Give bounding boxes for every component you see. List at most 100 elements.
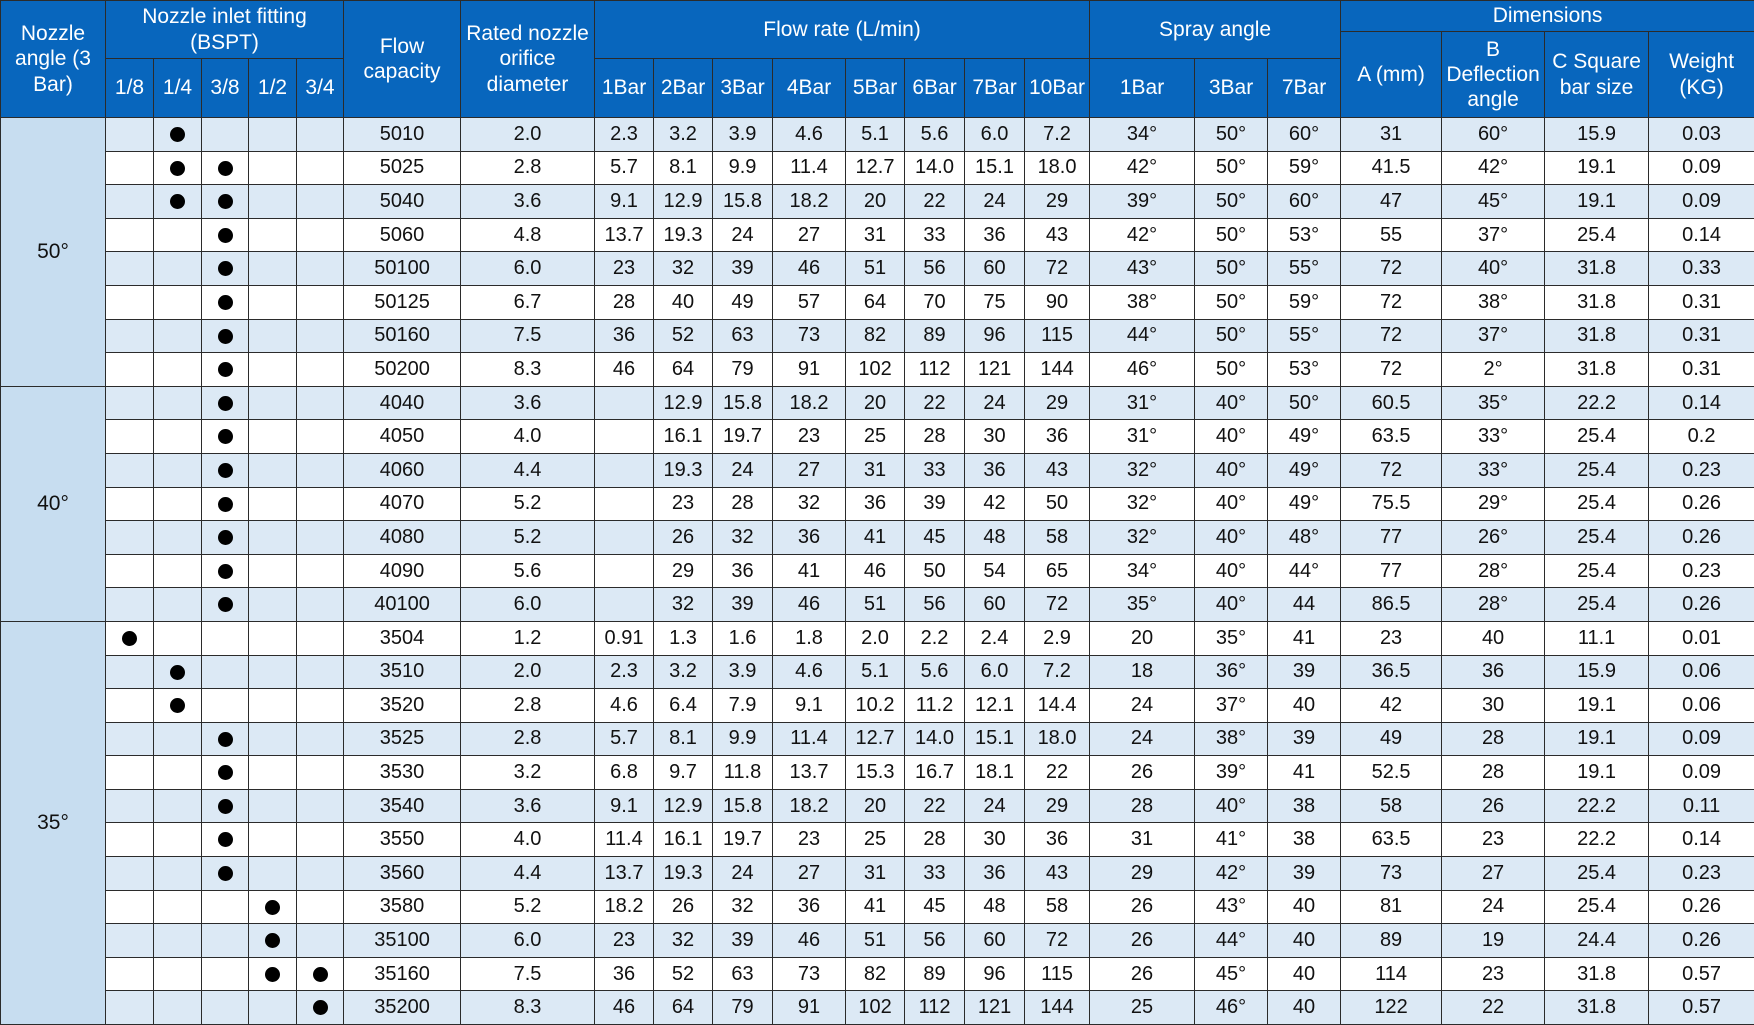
flow-cell: 43 bbox=[1024, 217, 1091, 253]
fitting-cell bbox=[105, 956, 154, 992]
flow-cell: 11.8 bbox=[712, 755, 774, 790]
flow-cell: 32 bbox=[653, 251, 714, 286]
table-row: 4090 5.6 29 36 41 46 50 54 65 34° 40° 44° 77 28° 25.4 0… bbox=[1, 553, 1754, 589]
spray-cell: 49° bbox=[1267, 486, 1342, 522]
flow-cell: 50 bbox=[904, 553, 966, 589]
fitting-cell bbox=[295, 284, 345, 320]
flow-cell: 19.3 bbox=[653, 856, 714, 891]
dim-a-cell: 122 bbox=[1340, 990, 1443, 1025]
flow-cell: 18.0 bbox=[1024, 150, 1091, 186]
flow-cell: 65 bbox=[1024, 553, 1091, 589]
capacity-cell: 35200 bbox=[343, 990, 462, 1025]
flow-cell: 51 bbox=[845, 587, 906, 622]
flow-cell: 2.0 bbox=[845, 620, 906, 656]
fitting-cell bbox=[105, 150, 154, 186]
dim-c-cell: 25.4 bbox=[1544, 419, 1650, 454]
flow-cell: 24 bbox=[712, 856, 774, 891]
flow-cell: 96 bbox=[964, 318, 1026, 354]
weight-cell: 0.09 bbox=[1648, 755, 1754, 790]
fitting-dot bbox=[170, 127, 185, 143]
spray-cell: 39 bbox=[1267, 856, 1342, 891]
flow-cell bbox=[594, 385, 655, 421]
flow-cell: 28 bbox=[712, 486, 774, 522]
spray-cell: 50° bbox=[1194, 217, 1269, 253]
flow-cell: 60 bbox=[964, 923, 1026, 958]
fitting-cell bbox=[201, 553, 249, 589]
flow-cell: 51 bbox=[845, 923, 906, 958]
spray-cell: 26 bbox=[1089, 923, 1196, 958]
spray-cell: 53° bbox=[1267, 217, 1342, 253]
dim-b-cell: 2° bbox=[1441, 352, 1546, 387]
flow-cell: 46 bbox=[594, 990, 655, 1025]
capacity-cell: 4040 bbox=[343, 385, 462, 421]
flow-cell: 36 bbox=[772, 520, 847, 555]
table-header: Nozzle angle (3 Bar) Nozzle inlet fittin… bbox=[0, 0, 1754, 118]
flow-cell: 46 bbox=[772, 923, 847, 958]
weight-cell: 0.23 bbox=[1648, 553, 1754, 589]
flow-cell: 11.4 bbox=[772, 721, 847, 757]
flow-cell bbox=[594, 452, 655, 488]
flow-cell: 5.1 bbox=[845, 654, 906, 690]
flow-cell: 19.3 bbox=[653, 217, 714, 253]
table-row: 3525 2.8 5.7 8.1 9.9 11.4 12.7 14.0 15.1 18.0 24 38… bbox=[1, 721, 1754, 757]
weight-cell: 0.03 bbox=[1648, 117, 1754, 152]
flow-cell: 9.9 bbox=[712, 721, 774, 757]
fitting-dot bbox=[217, 395, 233, 411]
spray-cell: 41° bbox=[1194, 822, 1269, 858]
dim-b-cell: 37° bbox=[1441, 217, 1546, 253]
spray-cell: 40° bbox=[1194, 788, 1269, 824]
dim-c-cell: 22.2 bbox=[1544, 385, 1650, 421]
fitting-cell bbox=[248, 452, 297, 488]
dim-a-cell: 63.5 bbox=[1340, 419, 1443, 454]
flow-cell: 31 bbox=[845, 856, 906, 891]
weight-cell: 0.26 bbox=[1648, 923, 1754, 958]
fitting-cell bbox=[153, 956, 202, 992]
capacity-cell: 3525 bbox=[343, 721, 462, 757]
fitting-cell bbox=[201, 117, 249, 152]
fitting-cell bbox=[153, 318, 202, 354]
spray-cell: 26 bbox=[1089, 956, 1196, 992]
spray-cell: 24 bbox=[1089, 721, 1196, 757]
flow-cell: 48 bbox=[964, 889, 1026, 925]
nozzle-angle-cell: 35° bbox=[0, 620, 106, 1025]
capacity-cell: 3510 bbox=[343, 654, 462, 690]
spray-cell: 40° bbox=[1194, 419, 1269, 454]
flow-cell: 33 bbox=[904, 217, 966, 253]
flow-cell: 32 bbox=[772, 486, 847, 522]
spray-cell: 44 bbox=[1267, 587, 1342, 622]
flow-cell: 19.7 bbox=[712, 419, 774, 454]
header-cell: 1/8 bbox=[105, 58, 154, 118]
flow-cell: 102 bbox=[845, 990, 906, 1025]
flow-cell: 22 bbox=[904, 788, 966, 824]
flow-cell: 46 bbox=[845, 553, 906, 589]
flow-cell: 15.8 bbox=[712, 788, 774, 824]
flow-cell: 32 bbox=[712, 520, 774, 555]
spray-cell: 34° bbox=[1089, 117, 1196, 152]
flow-cell: 24 bbox=[964, 184, 1026, 219]
fitting-cell bbox=[295, 520, 345, 555]
table-row: 4060 4.4 19.3 24 27 31 33 36 43 32° 40° 49° 72 33° 25.… bbox=[1, 452, 1754, 488]
flow-cell: 4.6 bbox=[772, 654, 847, 690]
table-row: 4050 4.0 16.1 19.7 23 25 28 30 36 31° 40° 49° 63.5 33… bbox=[1, 419, 1754, 454]
dim-a-cell: 42 bbox=[1340, 688, 1443, 723]
flow-cell: 115 bbox=[1024, 956, 1091, 992]
flow-cell: 15.3 bbox=[845, 755, 906, 790]
fitting-cell bbox=[201, 385, 249, 421]
fitting-cell bbox=[295, 889, 345, 925]
table-row: 5040 3.6 9.1 12.9 15.8 18.2 20 22 24 29 39° 50° 60° 4… bbox=[1, 184, 1754, 219]
spray-cell: 38 bbox=[1267, 788, 1342, 824]
flow-cell: 7.9 bbox=[712, 688, 774, 723]
weight-cell: 0.26 bbox=[1648, 486, 1754, 522]
spray-cell: 41 bbox=[1267, 755, 1342, 790]
spray-cell: 40° bbox=[1194, 452, 1269, 488]
spray-cell: 31° bbox=[1089, 419, 1196, 454]
fitting-cell bbox=[153, 587, 202, 622]
flow-cell: 20 bbox=[845, 184, 906, 219]
flow-cell: 15.1 bbox=[964, 721, 1026, 757]
fitting-dot bbox=[170, 160, 185, 176]
orifice-cell: 2.0 bbox=[460, 117, 596, 152]
orifice-cell: 2.8 bbox=[460, 150, 596, 186]
table-row: 35200 8.3 46 64 79 91 102 112 121 144 25 46° 40 122 22… bbox=[1, 990, 1754, 1025]
flow-cell: 112 bbox=[904, 352, 966, 387]
